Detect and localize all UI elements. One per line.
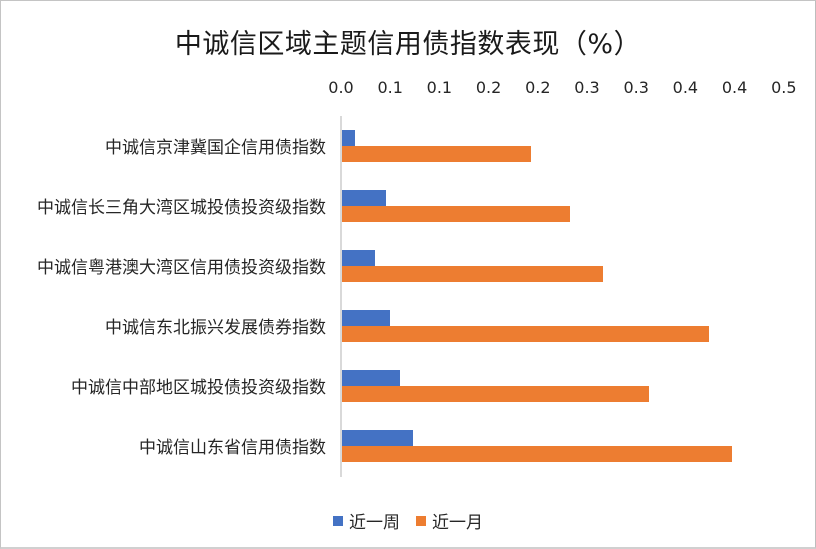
bar-week[interactable]: [342, 130, 355, 146]
legend: 近一周 近一月: [0, 508, 816, 533]
category-label: 中诚信粤港澳大湾区信用债投资级指数: [37, 258, 326, 278]
x-tick-label: 0.2: [525, 78, 551, 97]
bar-month[interactable]: [342, 446, 732, 462]
x-tick-label: 0.1: [426, 78, 453, 97]
bar-week[interactable]: [342, 250, 375, 266]
category-label: 中诚信东北振兴发展债券指数: [105, 318, 326, 338]
plot-area: [342, 116, 802, 476]
x-axis-ticks: 0.0 0.1 0.1 0.2 0.2 0.3 0.3 0.4 0.4 0.5: [0, 78, 816, 98]
category-row: [342, 176, 802, 236]
bar-month[interactable]: [342, 266, 603, 282]
category-row: [342, 116, 802, 176]
x-tick-label: 0.2: [475, 78, 502, 97]
category-row: [342, 416, 802, 476]
x-tick-label: 0.3: [574, 78, 600, 97]
legend-label-month: 近一月: [432, 513, 483, 533]
category-label: 中诚信长三角大湾区城投债投资级指数: [37, 198, 326, 218]
category-label: 中诚信京津冀国企信用债指数: [105, 138, 326, 158]
bar-week[interactable]: [342, 310, 390, 326]
chart-title: 中诚信区域主题信用债指数表现（%）: [174, 29, 642, 60]
legend-swatch-month: [416, 515, 426, 526]
bar-week[interactable]: [342, 370, 400, 386]
category-labels: 中诚信京津冀国企信用债指数中诚信长三角大湾区城投债投资级指数 中诚信粤港澳大湾区信…: [0, 116, 326, 476]
legend-label-week: 近一周: [349, 513, 400, 533]
category-axis-line: [340, 116, 342, 477]
x-tick-label: 0.5: [771, 78, 797, 97]
x-tick-label: 0.4: [721, 78, 748, 97]
x-tick-label: 0.4: [672, 78, 699, 97]
bar-month[interactable]: [342, 386, 649, 402]
category-label: 中诚信中部地区城投债投资级指数: [71, 378, 326, 398]
x-tick-label: 0.3: [623, 78, 649, 97]
category-label: 中诚信山东省信用债指数: [139, 438, 326, 458]
legend-item-week[interactable]: 近一周: [333, 508, 400, 533]
bar-month[interactable]: [342, 326, 709, 342]
x-tick-label: 0.0: [328, 78, 354, 97]
bar-week[interactable]: [342, 190, 386, 206]
legend-item-month[interactable]: 近一月: [416, 508, 483, 533]
legend-swatch-week: [333, 515, 343, 526]
category-row: [342, 356, 802, 416]
bar-month[interactable]: [342, 206, 570, 222]
x-tick-label: 0.1: [377, 78, 403, 97]
category-row: [342, 296, 802, 356]
bar-week[interactable]: [342, 430, 413, 446]
bar-month[interactable]: [342, 146, 531, 162]
category-row: [342, 236, 802, 296]
